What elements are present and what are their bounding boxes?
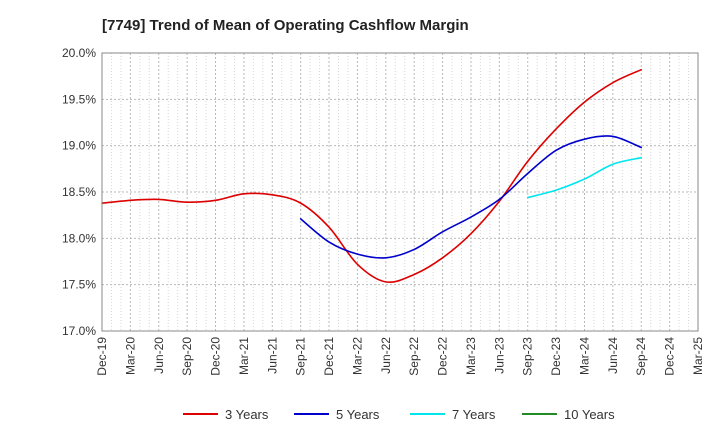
x-tick-label: Jun-22 xyxy=(379,337,393,374)
x-tick-label: Jun-21 xyxy=(265,337,279,374)
plot-frame xyxy=(101,52,699,332)
x-tick-label: Sep-22 xyxy=(407,337,421,376)
x-tick-label: Mar-21 xyxy=(237,337,251,375)
x-tick-label: Sep-20 xyxy=(180,337,194,376)
series-line-5-years xyxy=(299,135,643,259)
series-line-7-years xyxy=(526,156,643,199)
legend: 3 Years 5 Years 7 Years 10 Years xyxy=(183,407,615,422)
x-tick-label: Jun-24 xyxy=(606,337,620,374)
x-tick-label: Mar-23 xyxy=(464,337,478,375)
x-tick-label: Dec-21 xyxy=(322,337,336,376)
x-tick-label: Jun-20 xyxy=(152,337,166,374)
legend-label: 7 Years xyxy=(452,407,496,422)
x-tick-label: Dec-23 xyxy=(549,337,563,376)
series-layer xyxy=(101,68,643,284)
y-tick-label: 20.0% xyxy=(62,46,96,60)
legend-label: 10 Years xyxy=(564,407,615,422)
y-tick-label: 18.0% xyxy=(62,231,96,245)
x-tick-label: Mar-25 xyxy=(691,337,705,375)
x-tick-label: Mar-22 xyxy=(350,337,364,375)
x-tick-label: Mar-24 xyxy=(577,337,591,375)
legend-label: 3 Years xyxy=(225,407,269,422)
x-axis: Dec-19 Mar-20 Jun-20 Sep-20 Dec-20 Mar-21 Jun-… xyxy=(95,337,705,376)
y-axis: 17.0% 17.5% 18.0% 18.5% 19.0% 19.5% 20.0% xyxy=(62,46,96,338)
y-tick-label: 19.0% xyxy=(62,139,96,153)
x-tick-label: Mar-20 xyxy=(123,337,137,375)
x-tick-label: Jun-23 xyxy=(492,337,506,374)
y-tick-label: 19.5% xyxy=(62,92,96,106)
series-line-3-years xyxy=(101,68,643,284)
grid xyxy=(102,53,698,331)
y-tick-label: 18.5% xyxy=(62,185,96,199)
x-tick-label: Dec-20 xyxy=(209,337,223,376)
y-tick-label: 17.5% xyxy=(62,278,96,292)
y-tick-label: 17.0% xyxy=(62,324,96,338)
x-tick-label: Sep-24 xyxy=(634,337,648,376)
legend-label: 5 Years xyxy=(336,407,380,422)
x-tick-label: Dec-19 xyxy=(95,337,109,376)
chart-title: [7749] Trend of Mean of Operating Cashfl… xyxy=(102,17,469,34)
x-tick-label: Dec-24 xyxy=(663,337,677,376)
x-tick-label: Sep-21 xyxy=(294,337,308,376)
x-tick-label: Dec-22 xyxy=(436,337,450,376)
x-tick-label: Sep-23 xyxy=(521,337,535,376)
